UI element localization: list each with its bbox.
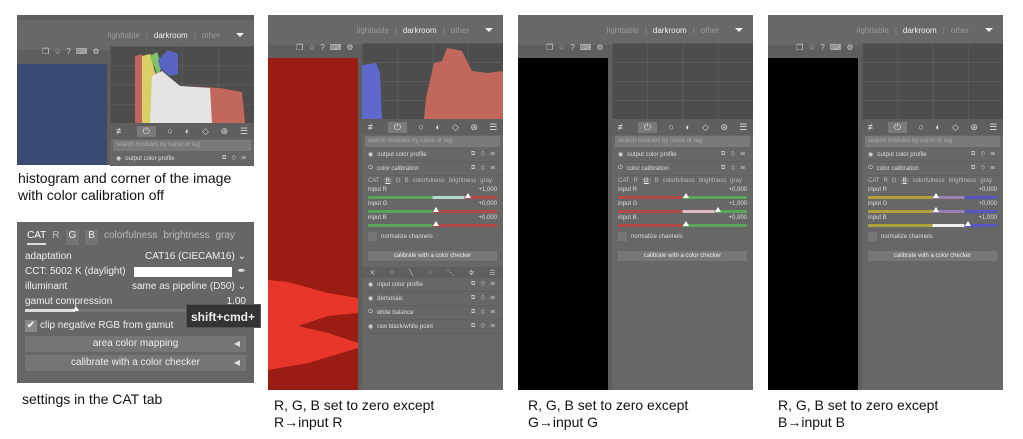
gamut-slider[interactable]: gamut compression 1.00	[25, 296, 246, 307]
dropdown-icon[interactable]	[236, 33, 244, 37]
color-swatch[interactable]	[133, 266, 232, 277]
normalize-checkbox[interactable]: normalize channels	[362, 228, 503, 245]
module-panel-off: ≢ ⏻ ○ ◐ ◇ ⊛ ☰ search modules by name or tag ◉ o…	[110, 123, 254, 166]
module-input-color-profile[interactable]: ◉ input color profile ⧉ ⊙ ☰	[362, 278, 503, 292]
nav-other[interactable]: other	[201, 30, 220, 40]
gamut-slider-bar[interactable]	[25, 306, 246, 312]
module-output-color-profile[interactable]: ◉ output color profile ⧉ ⊙ ☰	[362, 148, 503, 162]
toolbar-icons-r: ❐ ☆? ⌨ ⚙	[296, 43, 354, 52]
search-input[interactable]: search modules by name or tag	[365, 136, 500, 147]
window-icon[interactable]: ❐	[42, 47, 50, 56]
histogram-r	[362, 43, 503, 119]
image-black-b	[768, 58, 858, 390]
slider-input-b[interactable]: input B +0,000	[362, 214, 503, 228]
module-group-tabs: ≢ ⏻ ○ ◐ ◇ ⊛ ☰	[110, 123, 254, 139]
cct-row: CCT: 5002 K (daylight) ✒	[25, 266, 246, 277]
illuminant-select[interactable]: illuminant same as pipeline (D50) ⌄	[25, 281, 246, 292]
tab-colorfulness[interactable]: colorfulness	[103, 230, 158, 241]
search-input[interactable]: search modules by name or tag	[865, 136, 1000, 147]
image-corner-blue	[17, 64, 107, 165]
search-input[interactable]: search modules by name or tag	[615, 136, 750, 147]
module-demosaic[interactable]: ◉ demosaic ⧉ ⊙ ☰	[362, 292, 503, 306]
caption-top-left: histogram and corner of the image with c…	[18, 170, 232, 203]
image-black-g	[518, 58, 608, 390]
nav-darkroom[interactable]: darkroom	[153, 30, 188, 40]
caption-bottom-left: settings in the CAT tab	[22, 391, 163, 407]
dropdown-icon[interactable]	[735, 28, 743, 32]
keyboard-icon[interactable]: ⌨	[75, 47, 88, 56]
module-output-color-profile[interactable]: ◉ output color profile ⧉ ⊙ ☰	[110, 152, 254, 166]
module-color-calibration[interactable]: ⏻ color calibration ⧉ ⊙ ☰	[362, 162, 503, 176]
toolbar-icons-b: ❐ ☆? ⌨ ⚙	[796, 43, 854, 52]
caption-g: R, G, B set to zero except G→input G	[528, 397, 689, 430]
shortcut-tooltip: shift+cmd+	[186, 304, 261, 328]
picker-icon[interactable]: ✒	[237, 266, 246, 277]
calibrate-checker-button[interactable]: calibrate with a color checker ◀	[25, 355, 246, 371]
caption-r: R, G, B set to zero except R→input R	[274, 397, 435, 430]
image-red	[268, 58, 358, 390]
calibrate-checker-button[interactable]: calibrate with a color checker	[368, 251, 497, 261]
search-input[interactable]: search modules by name or tag	[113, 140, 251, 151]
toolbar-icons-g: ❐ ☆? ⌨ ⚙	[546, 43, 604, 52]
histogram-g-empty	[612, 43, 753, 119]
tool-icons: ✕ ○ ╲ ◌ ⋱ ✲ ☰	[362, 267, 503, 278]
module-panel-b: ≢ ⏻ ○ ◐ ◇ ⊛ ☰ search modules by name or tag ◉ o…	[862, 119, 1003, 390]
tab-brightness[interactable]: brightness	[163, 230, 210, 241]
toolbar-icons: ❐ ☆? ⌨ ⚙	[42, 47, 100, 56]
dropdown-icon[interactable]	[985, 28, 993, 32]
histogram-b-empty	[862, 43, 1003, 119]
tab-b[interactable]: B	[85, 230, 98, 245]
top-nav: lighttable | darkroom | other	[17, 20, 254, 50]
cat-tabs: CAT R G B colorfulness brightness gray	[17, 222, 254, 249]
help-icon[interactable]: ?	[66, 47, 71, 56]
top-nav-r: lighttable | darkroom | other	[268, 15, 503, 45]
adaptation-select[interactable]: adaptation CAT16 (CIECAM16) ⌄	[25, 251, 246, 262]
star-icon[interactable]: ☆	[54, 47, 62, 56]
module-panel-r: ≢ ⏻ ○ ◐ ◇ ⊛ ☰ search modules by name or tag ◉ o…	[362, 119, 503, 390]
slider-input-r[interactable]: input R +1,000	[362, 186, 503, 200]
histogram	[110, 46, 254, 123]
gear-icon[interactable]: ⚙	[92, 47, 100, 56]
slider-input-g[interactable]: input G +0,000	[362, 200, 503, 214]
top-nav-g: lighttable | darkroom | other	[518, 15, 753, 45]
module-white-balance[interactable]: ⏻ white balance ⧉ ⊙ ☰	[362, 306, 503, 320]
nav-lighttable[interactable]: lighttable	[107, 30, 140, 40]
area-color-mapping-button[interactable]: area color mapping ◀	[25, 336, 246, 352]
tab-cat[interactable]: CAT	[27, 230, 47, 245]
module-raw-black-white-point[interactable]: ◉ raw black/white point ⧉ ⊙ ☰	[362, 320, 503, 334]
tab-g[interactable]: G	[65, 230, 80, 245]
caption-b: R, G, B set to zero except B→input B	[778, 397, 939, 430]
tab-gray[interactable]: gray	[215, 230, 235, 241]
cat-settings-panel: CAT R G B colorfulness brightness gray a…	[17, 222, 254, 383]
dropdown-icon[interactable]	[485, 28, 493, 32]
clip-checkbox[interactable]: ✔ clip negative RGB from gamut	[25, 319, 174, 332]
tab-r[interactable]: R	[52, 230, 60, 241]
top-nav-b: lighttable | darkroom | other	[768, 15, 1003, 45]
module-panel-g: ≢ ⏻ ○ ◐ ◇ ⊛ ☰ search modules by name or tag ◉ o…	[612, 119, 753, 390]
active-modules-tab[interactable]: ⏻	[136, 125, 156, 137]
